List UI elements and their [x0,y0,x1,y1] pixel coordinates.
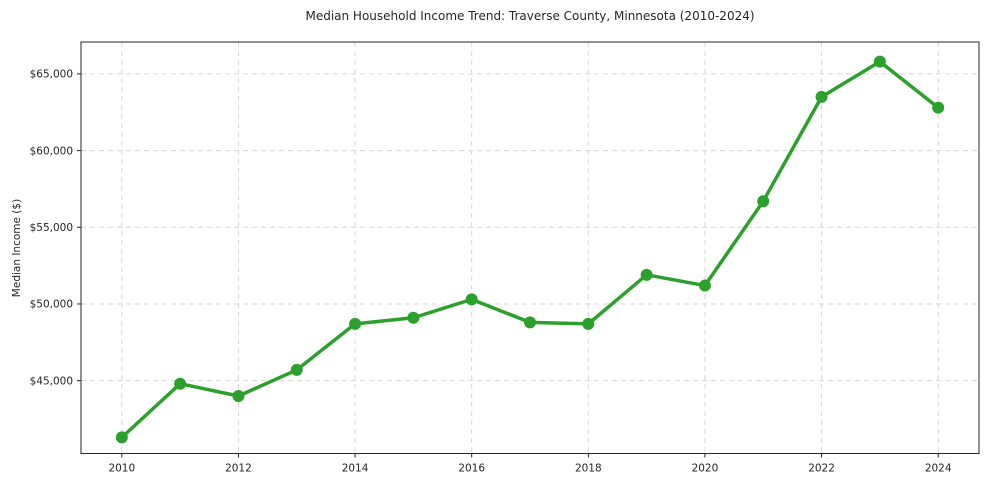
x-tick-label: 2012 [225,463,252,475]
x-tick-label: 2018 [575,463,602,475]
data-point-2021 [757,195,770,208]
chart-title: Median Household Income Trend: Traverse … [305,9,755,23]
data-point-2012 [232,389,245,402]
x-tick-label: 2024 [925,463,952,475]
data-point-2020 [698,279,711,292]
data-point-2017 [524,316,536,329]
data-point-2023 [873,55,886,68]
y-tick-label: $50,000 [30,299,73,311]
x-tick-label: 2020 [692,463,719,475]
data-point-2024 [932,101,945,114]
data-point-2014 [349,317,362,330]
data-point-2013 [290,363,303,376]
data-point-2011 [174,377,187,390]
data-point-2016 [465,293,478,306]
x-tick-label: 2022 [808,463,835,475]
x-tick-label: 2016 [458,463,485,475]
x-tick-label: 2010 [108,463,135,475]
y-tick-label: $60,000 [30,145,73,157]
data-point-2019 [640,268,653,281]
y-tick-label: $45,000 [30,375,73,387]
data-point-2015 [407,311,420,324]
x-tick-label: 2014 [342,463,369,475]
y-tick-label: $55,000 [30,222,73,234]
plot-border [80,41,980,454]
y-tick-label: $65,000 [30,69,73,81]
data-point-2022 [815,90,828,103]
data-point-2010 [115,431,128,444]
data-point-2018 [582,317,595,330]
